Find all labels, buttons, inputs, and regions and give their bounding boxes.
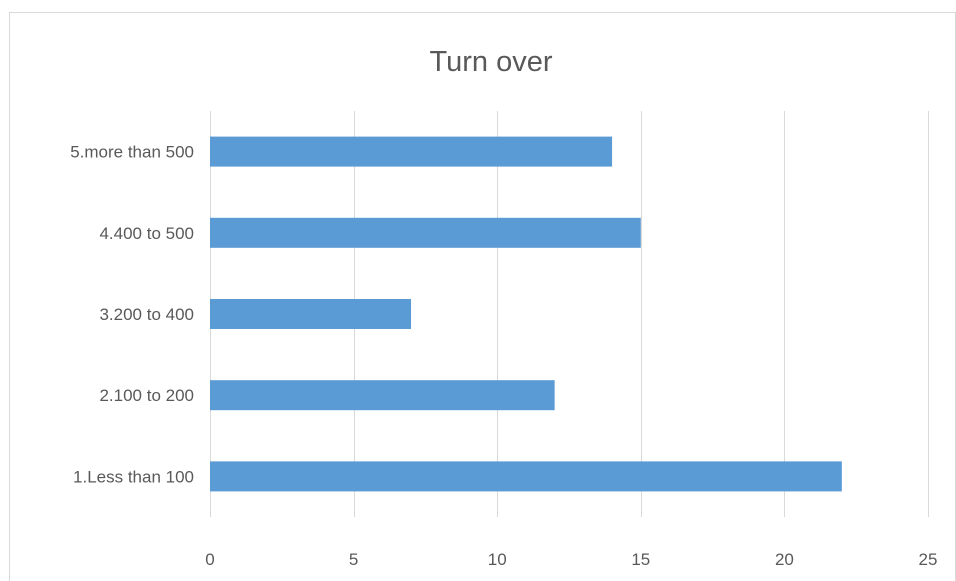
x-tick-label-25: 25	[919, 550, 938, 569]
category-label-1: 1.Less than 100	[73, 467, 194, 486]
x-tick-label-5: 5	[349, 550, 358, 569]
bars	[210, 136, 842, 492]
bar-4	[210, 217, 641, 248]
category-label-3: 3.200 to 400	[99, 305, 194, 324]
bar-3	[210, 299, 412, 329]
x-axis-tick-labels: 0 5 10 15 20 25	[205, 550, 937, 569]
x-tick-label-10: 10	[488, 550, 507, 569]
category-label-4: 4.400 to 500	[99, 224, 194, 243]
chart-border	[9, 12, 956, 581]
category-label-5: 5.more than 500	[70, 143, 194, 162]
bar-2	[210, 380, 555, 411]
x-tick-label-0: 0	[205, 550, 214, 569]
grid-lines	[210, 111, 929, 517]
x-tick-label-15: 15	[631, 550, 650, 569]
x-tick-label-20: 20	[775, 550, 794, 569]
category-label-2: 2.100 to 200	[99, 386, 194, 405]
category-labels: 1.Less than 100 2.100 to 200 3.200 to 400 4…	[70, 143, 194, 487]
bar-1	[210, 461, 842, 492]
bar-5	[210, 136, 613, 167]
chart-title: Turn over	[429, 46, 552, 78]
